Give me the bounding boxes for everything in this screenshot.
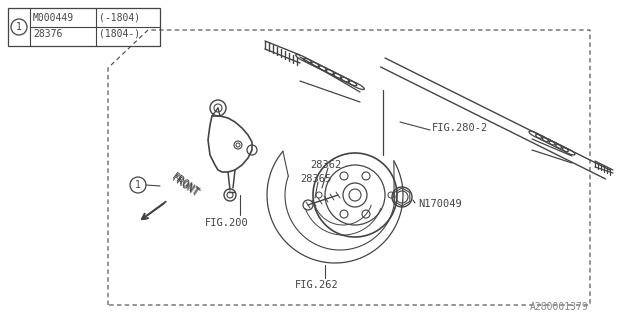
- Text: 1: 1: [16, 22, 22, 32]
- Text: FIG.262: FIG.262: [295, 280, 339, 290]
- Text: (1804-): (1804-): [99, 29, 140, 39]
- Text: 28365: 28365: [300, 174, 332, 184]
- Text: 1: 1: [135, 180, 141, 190]
- Text: (-1804): (-1804): [99, 13, 140, 23]
- Text: 28362: 28362: [310, 160, 341, 170]
- Bar: [8, 8, 160, 46]
- Text: FIG.280-2: FIG.280-2: [432, 123, 488, 133]
- Text: FIG.200: FIG.200: [205, 218, 249, 228]
- Text: FRONT: FRONT: [170, 174, 202, 200]
- Text: 28376: 28376: [33, 29, 62, 39]
- Text: N170049: N170049: [418, 199, 461, 209]
- Text: M000449: M000449: [33, 13, 74, 23]
- Text: A280001379: A280001379: [530, 302, 589, 312]
- Text: FRONT: FRONT: [170, 172, 201, 198]
